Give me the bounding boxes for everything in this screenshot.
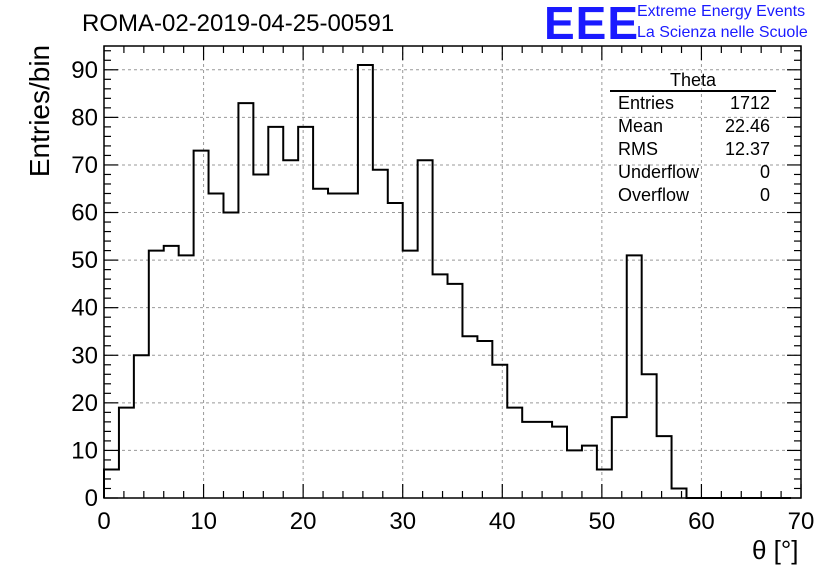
- stats-title: Theta: [610, 70, 776, 92]
- stats-value: 1712: [729, 93, 770, 113]
- y-tick-label: 20: [71, 390, 98, 417]
- stats-label: Underflow: [618, 162, 700, 182]
- x-tick-label: 0: [97, 508, 110, 535]
- y-tick-label: 0: [85, 485, 98, 512]
- y-tick-label: 50: [71, 247, 98, 274]
- stats-label: Overflow: [618, 185, 690, 205]
- y-tick-label: 30: [71, 342, 98, 369]
- logo-caption-line2: La Scienza nelle Scuole: [637, 24, 808, 41]
- stats-value: 22.46: [724, 116, 770, 136]
- y-tick-label: 10: [71, 437, 98, 464]
- y-tick-label: 70: [71, 152, 98, 179]
- stats-label: Entries: [618, 93, 675, 113]
- y-axis-label: Entries/bin: [24, 44, 55, 178]
- histogram-series: [103, 64, 792, 499]
- chart-title: ROMA-02-2019-04-25-00591: [82, 10, 395, 37]
- x-tick-label: 60: [688, 508, 715, 535]
- stats-box: Theta Entries 1712 Mean 22.46 RMS 12.37 …: [610, 70, 776, 207]
- x-tick-label: 30: [389, 508, 416, 535]
- y-tick-label: 40: [71, 295, 98, 322]
- logo-caption-line1: Extreme Energy Events: [637, 3, 806, 20]
- stats-label: RMS: [618, 139, 658, 159]
- x-tick-label: 10: [190, 508, 217, 535]
- stats-value: 0: [759, 162, 770, 182]
- stats-row-mean: Mean 22.46: [610, 115, 776, 138]
- stats-label: Mean: [618, 116, 664, 136]
- stats-row-entries: Entries 1712: [610, 92, 776, 115]
- stats-row-underflow: Underflow 0: [610, 161, 776, 184]
- stats-row-overflow: Overflow 0: [610, 184, 776, 207]
- stats-row-rms: RMS 12.37: [610, 138, 776, 161]
- stats-value: 12.37: [724, 139, 770, 159]
- y-tick-label: 80: [71, 104, 98, 131]
- x-tick-label: 20: [290, 508, 317, 535]
- x-tick-label: 40: [489, 508, 516, 535]
- y-tick-label: 90: [71, 57, 98, 84]
- y-tick-label: 60: [71, 200, 98, 227]
- plot-frame: [103, 45, 802, 499]
- stats-value: 0: [759, 185, 770, 205]
- x-tick-label: 50: [589, 508, 616, 535]
- x-tick-label: 70: [788, 508, 815, 535]
- eee-logo: EEE: [544, 0, 640, 49]
- x-axis-label: θ [°]: [752, 535, 799, 565]
